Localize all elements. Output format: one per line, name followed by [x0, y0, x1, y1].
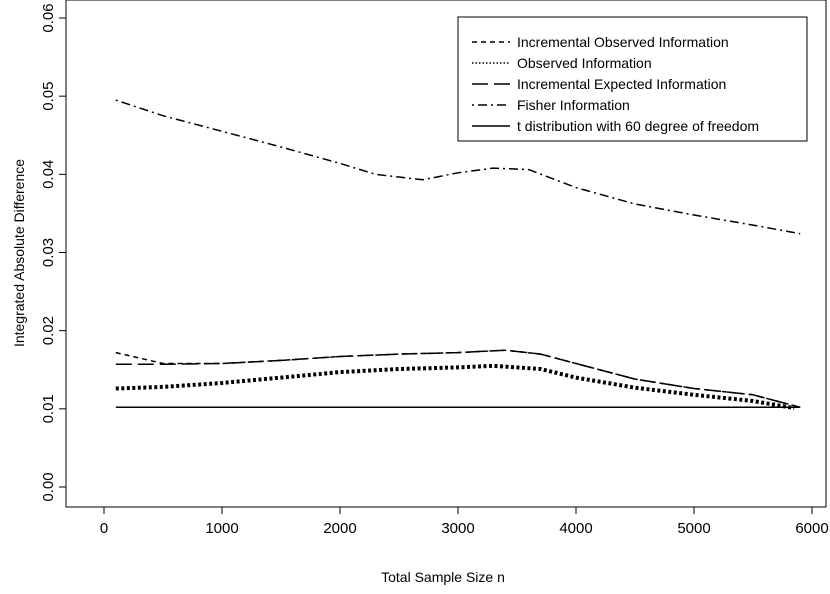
legend-label: Incremental Observed Information [517, 34, 729, 50]
x-tick-label: 5000 [677, 520, 710, 537]
x-tick-label: 2000 [323, 520, 356, 537]
x-axis-label: Total Sample Size n [381, 569, 505, 585]
legend-label: t distribution with 60 degree of freedom [517, 118, 759, 134]
y-tick-label: 0.04 [40, 160, 57, 189]
y-tick-label: 0.03 [40, 238, 57, 267]
y-tick-label: 0.06 [40, 3, 57, 32]
series-line-4 [115, 99, 801, 235]
x-tick-label: 6000 [795, 520, 828, 537]
x-tick-label: 0 [100, 520, 108, 537]
x-tick-label: 4000 [559, 520, 592, 537]
plot-frame [65, 0, 827, 508]
legend-label: Observed Information [517, 55, 652, 71]
legend-label: Incremental Expected Information [517, 76, 726, 92]
series-line-3 [115, 349, 801, 409]
y-tick-label: 0.01 [40, 394, 57, 423]
x-tick-label: 3000 [441, 520, 474, 537]
x-tick-label: 1000 [205, 520, 238, 537]
y-axis-label: Integrated Absolute Difference [11, 159, 27, 347]
y-axis: 0.00 0.01 0.02 0.03 0.04 0.05 0.06 [40, 3, 66, 502]
y-tick-label: 0.05 [40, 82, 57, 111]
legend: Incremental Observed Information Observed… [457, 16, 808, 142]
legend-label: Fisher Information [517, 97, 630, 113]
x-axis: 0 1000 2000 3000 4000 5000 6000 [100, 507, 829, 537]
series-group [115, 99, 801, 411]
y-tick-label: 0.02 [40, 316, 57, 345]
y-tick-label: 0.00 [40, 472, 57, 501]
series-line-2 [115, 363, 795, 411]
series-line-1 [115, 349, 801, 409]
legend-box [457, 16, 808, 142]
